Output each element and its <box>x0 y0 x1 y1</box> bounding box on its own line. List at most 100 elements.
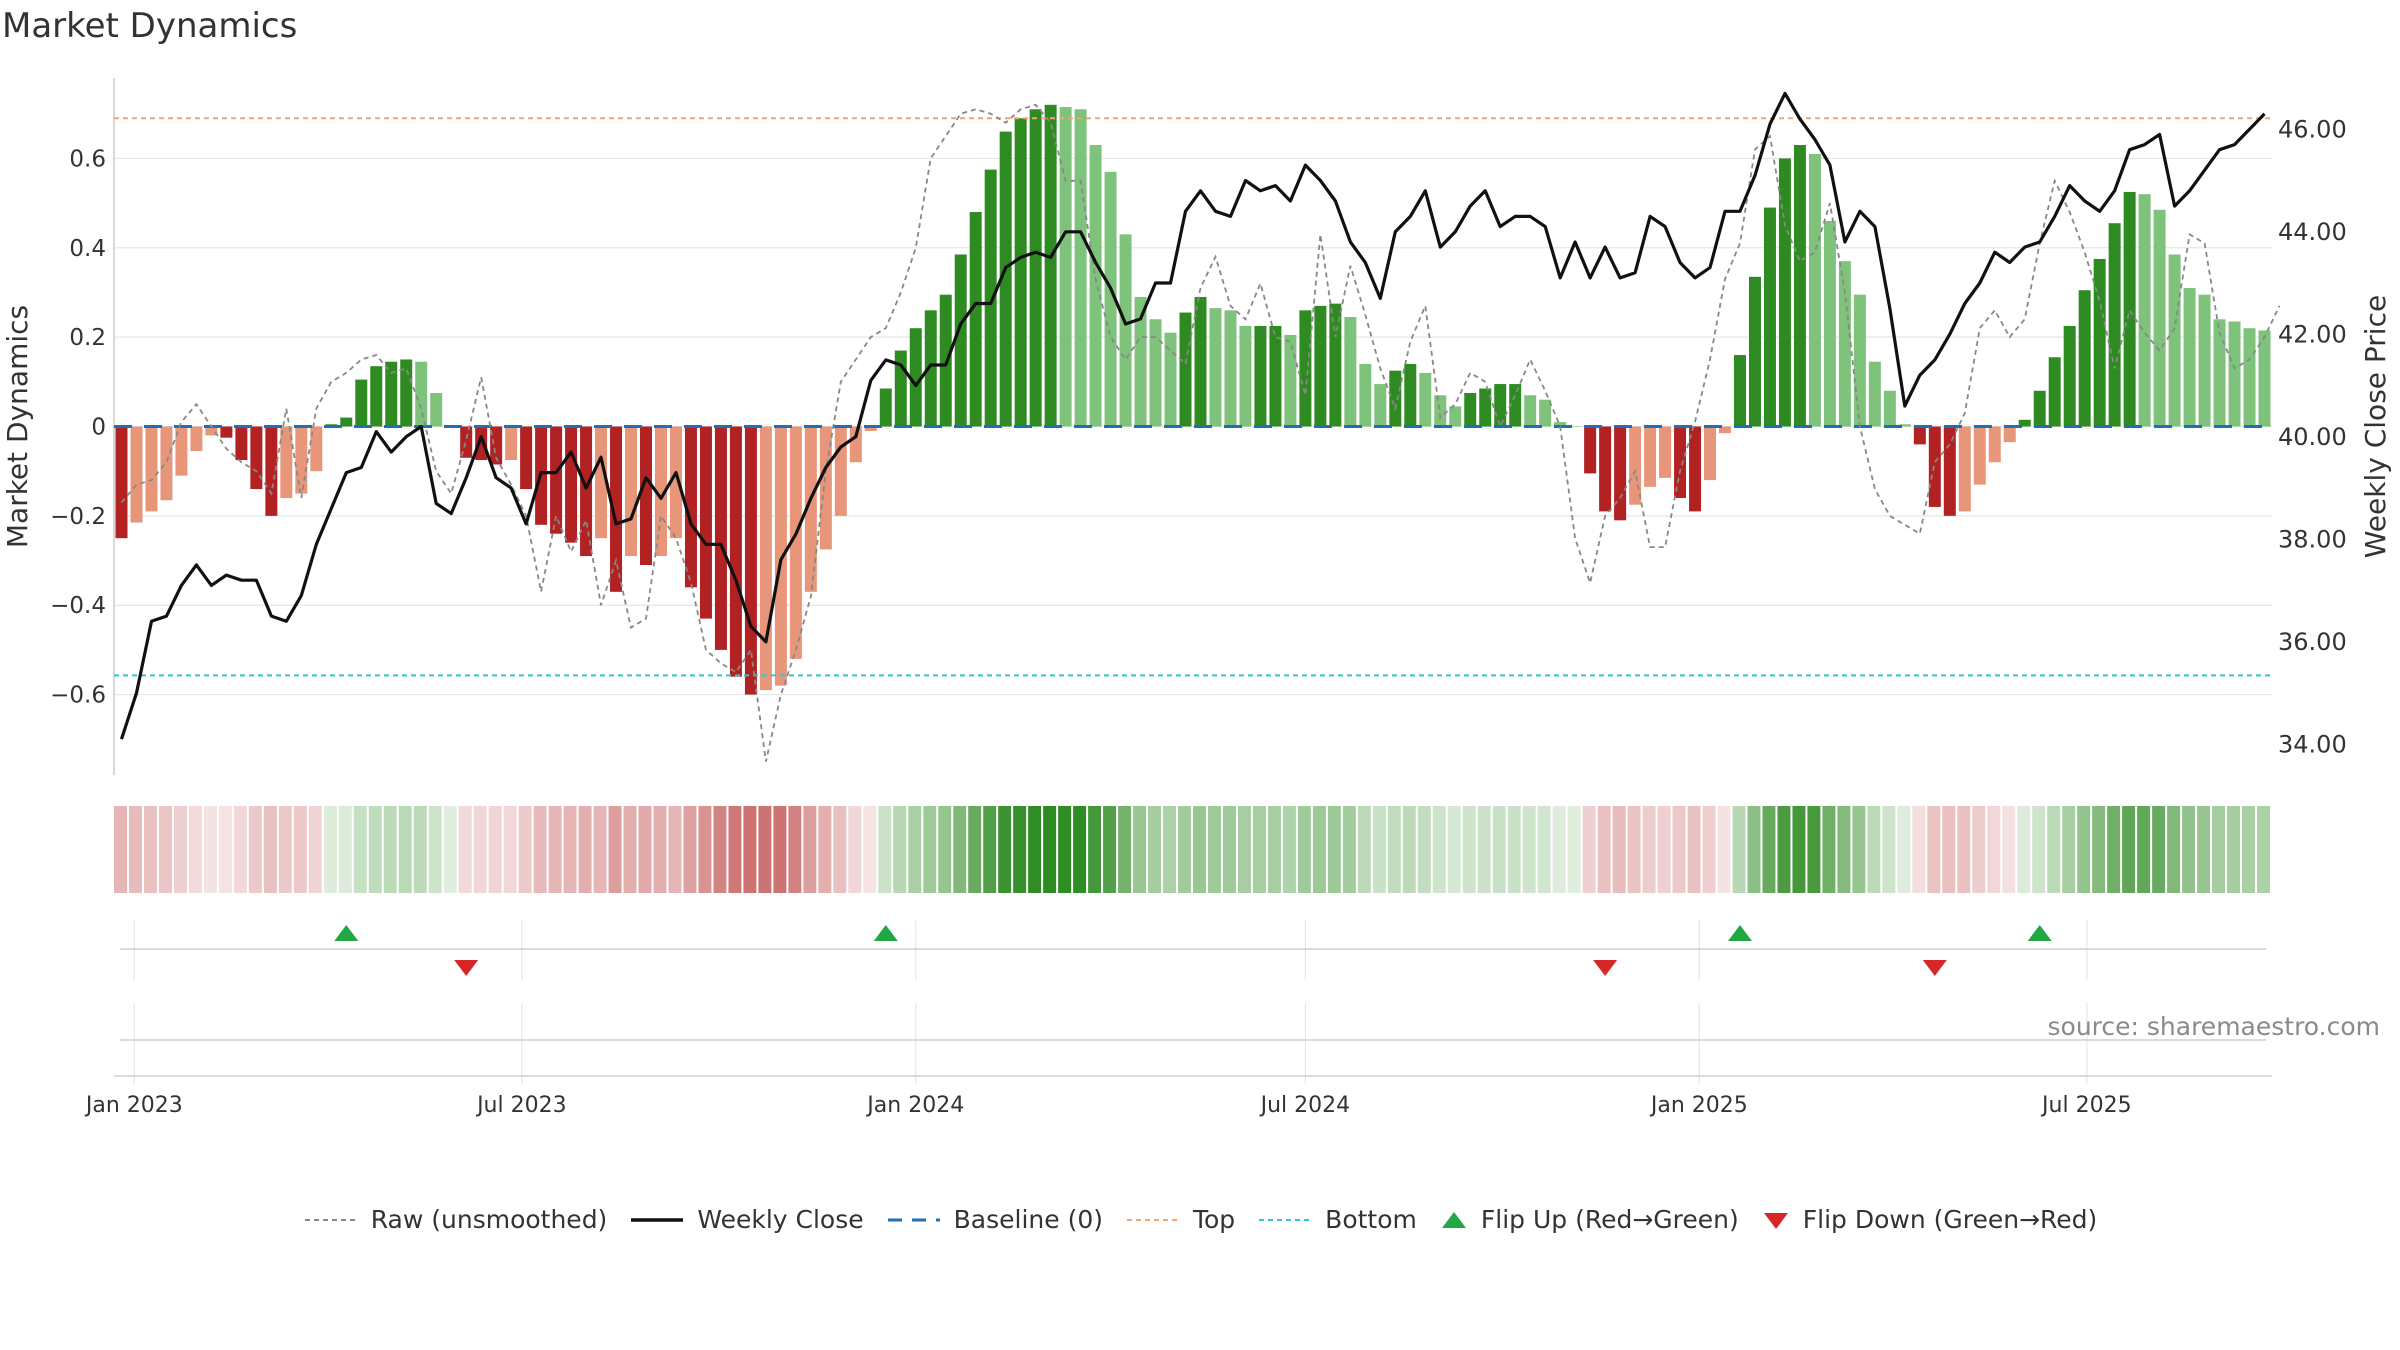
x-tick-label: Jul 2023 <box>475 1093 567 1118</box>
heat-strip-cell <box>1402 806 1416 893</box>
heat-strip-cell <box>1163 806 1177 893</box>
legend-item-weekly-close: Weekly Close <box>629 1205 864 1234</box>
flip-down-marker <box>1922 960 1947 976</box>
legend-bottom-swatch <box>1259 1218 1312 1221</box>
heat-strip-cell <box>1807 806 1821 893</box>
dynamics-bar <box>1793 145 1806 427</box>
dynamics-bar <box>1644 426 1657 487</box>
heat-strip-cell <box>1088 806 1102 893</box>
dynamics-bar <box>1344 317 1357 427</box>
heat-strip-cell <box>563 806 577 893</box>
heat-strip-cell <box>1987 806 2001 893</box>
heat-strip-cell <box>353 806 367 893</box>
dynamics-bar <box>1838 261 1851 427</box>
chart-title: Market Dynamics <box>2 6 298 46</box>
flip-up-marker <box>873 925 898 941</box>
flip-down-marker-icon <box>1763 1212 1788 1229</box>
dynamics-bar <box>280 426 293 498</box>
heat-strip-cell <box>1717 806 1731 893</box>
heat-strip-cell <box>683 806 697 893</box>
heat-strip-cell <box>293 806 307 893</box>
dynamics-bar <box>1659 426 1672 478</box>
dynamics-bar <box>1733 355 1746 427</box>
dynamics-bar <box>520 426 533 490</box>
heat-strip-cell <box>1073 806 1087 893</box>
dynamics-bar <box>1524 395 1537 427</box>
dynamics-bar <box>1044 104 1057 427</box>
heat-strip-cell <box>1897 806 1911 893</box>
dynamics-bar <box>220 426 233 438</box>
dynamics-bar <box>759 426 772 691</box>
heat-strip-cell <box>1222 806 1236 893</box>
dynamics-bar <box>580 426 593 557</box>
heat-strip-cell <box>1267 806 1281 893</box>
dynamics-bar <box>849 426 862 463</box>
legend-item-top: Top <box>1125 1205 1235 1234</box>
heat-strip-cell <box>2152 806 2166 893</box>
dynamics-bar <box>1419 372 1432 427</box>
heat-strip-cell <box>1312 806 1326 893</box>
heat-strip-cell <box>1672 806 1686 893</box>
dynamics-bar <box>1509 384 1522 427</box>
heat-strip-cell <box>1207 806 1221 893</box>
left-tick-label: 0 <box>91 415 106 441</box>
dynamics-bar <box>1359 363 1372 427</box>
heat-strip-cell <box>1912 806 1926 893</box>
heat-strip-cell <box>1477 806 1491 893</box>
heat-strip-cell <box>1762 806 1776 893</box>
heat-strip-cell <box>2212 806 2226 893</box>
right-tick-label: 36.00 <box>2278 628 2347 656</box>
dynamics-bar <box>490 426 503 465</box>
heat-strip-cell <box>803 806 817 893</box>
dynamics-bar <box>789 426 802 659</box>
dynamics-bar <box>1539 399 1552 427</box>
heat-strip-cell <box>818 806 832 893</box>
heat-strip-cell <box>2062 806 2076 893</box>
dynamics-bar <box>505 426 518 461</box>
left-tick-label: −0.4 <box>50 593 106 619</box>
dynamics-bar <box>774 426 787 686</box>
dynamics-bar <box>610 426 623 592</box>
dynamics-bar <box>999 131 1012 427</box>
dynamics-bar <box>1958 426 1971 512</box>
heat-strip-cell <box>278 806 292 893</box>
dynamics-bar <box>1719 426 1732 434</box>
heat-strip-cell <box>1282 806 1296 893</box>
heat-strip-cell <box>383 806 397 893</box>
heat-strip-cell <box>1777 806 1791 893</box>
dynamics-bar <box>1853 294 1866 427</box>
dynamics-bar <box>1808 153 1821 427</box>
heat-strip-cell <box>248 806 262 893</box>
heat-strip-cell <box>1747 806 1761 893</box>
dynamics-bar <box>1119 234 1132 427</box>
dynamics-bar <box>1209 308 1222 427</box>
dynamics-bar <box>2258 330 2271 427</box>
dynamics-bar <box>2093 258 2106 427</box>
heat-strip-cell <box>1522 806 1536 893</box>
dynamics-bar <box>2123 191 2136 427</box>
legend-item-raw: Raw (unsmoothed) <box>303 1205 608 1234</box>
dynamics-bar <box>1164 332 1177 427</box>
legend-label-weekly-close: Weekly Close <box>697 1205 864 1234</box>
legend-label-top: Top <box>1192 1205 1236 1234</box>
flip-up-marker <box>1727 925 1752 941</box>
dynamics-bar <box>684 426 697 588</box>
dynamics-bar <box>1928 426 1941 507</box>
dynamics-bar <box>1689 426 1702 512</box>
heat-strip-cell <box>848 806 862 893</box>
legend-label-raw: Raw (unsmoothed) <box>370 1205 608 1234</box>
heat-strip-cell <box>1837 806 1851 893</box>
dynamics-bar <box>295 426 308 494</box>
heat-strip-cell <box>1732 806 1746 893</box>
heat-strip-cell <box>1237 806 1251 893</box>
legend-close-swatch <box>631 1217 684 1222</box>
heat-strip-cell <box>728 806 742 893</box>
dynamics-bar <box>250 426 263 490</box>
x-tick-label: Jul 2025 <box>2040 1093 2132 1118</box>
dynamics-bar <box>115 426 128 539</box>
heat-strip-cell <box>2257 806 2270 893</box>
x-tick-label: Jan 2023 <box>84 1093 183 1118</box>
heat-strip-cell <box>1058 806 1072 893</box>
dynamics-bar <box>235 426 248 461</box>
dynamics-bar <box>699 426 712 619</box>
